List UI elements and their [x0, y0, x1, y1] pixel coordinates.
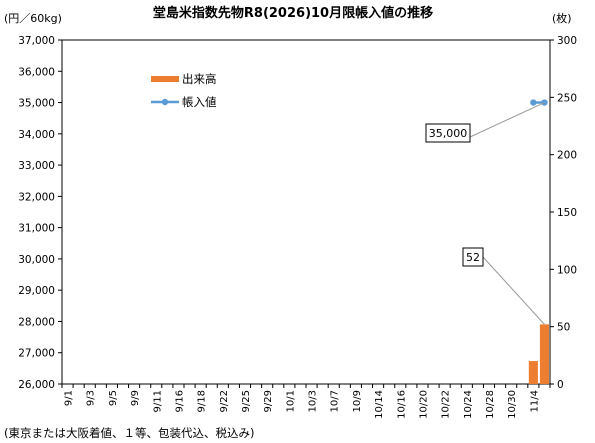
callouts: 35,000 52: [425, 102, 545, 325]
x-tick-label: 10/14: [374, 390, 385, 419]
volume-bar: [539, 324, 550, 384]
callout-label: 52: [466, 251, 480, 264]
legend-swatch-volume: [151, 76, 179, 82]
left-tick-label: 34,000: [18, 129, 55, 141]
left-tick-label: 28,000: [18, 316, 55, 328]
x-tick-label: 10/22: [441, 390, 452, 419]
x-tick-label: 9/1: [64, 390, 75, 406]
left-tick-label: 30,000: [18, 254, 55, 266]
x-tick-label: 10/28: [485, 390, 496, 419]
x-tick-label: 9/11: [152, 390, 163, 412]
x-tick-label: 9/5: [108, 390, 119, 406]
right-tick-label: 300: [557, 35, 577, 47]
left-tick-label: 32,000: [18, 191, 55, 203]
x-tick-label: 10/30: [507, 390, 518, 419]
x-tick-label: 9/18: [197, 390, 208, 412]
left-axis: 26,000 27,000 28,000 29,000 30,000 31,000 32,0…: [18, 35, 62, 391]
legend-marker-price: [161, 98, 169, 106]
right-tick-label: 100: [557, 264, 577, 276]
x-axis: 9/1 9/3 9/5 9/9 9/11 9/16 9/18 9/22 9/25 9/29 10/1…: [61, 384, 551, 419]
left-tick-label: 27,000: [18, 348, 55, 360]
price-marker: [530, 99, 537, 106]
right-axis-unit: (枚): [552, 11, 572, 25]
x-tick-label: 10/20: [418, 390, 429, 419]
callout-box: [425, 123, 471, 143]
volume-bars: [528, 324, 550, 384]
right-tick-label: 0: [557, 379, 564, 391]
x-tick-label: 10/3: [308, 390, 319, 412]
left-tick-label: 29,000: [18, 285, 55, 297]
x-tick-label: 10/9: [352, 390, 363, 412]
x-tick-label: 9/25: [241, 390, 252, 412]
right-axis: 0 50 100 150 200 250 300: [550, 35, 577, 391]
footnote: (東京または大阪着値、１等、包装代込、税込み): [4, 426, 254, 440]
right-tick-label: 50: [557, 322, 570, 334]
x-tick-label: 10/7: [330, 390, 341, 412]
left-axis-unit: (円／60kg): [4, 12, 62, 25]
x-tick-label: 9/22: [219, 390, 230, 412]
right-tick-label: 200: [557, 150, 577, 162]
left-tick-label: 33,000: [18, 160, 55, 172]
x-tick-label: 10/16: [396, 390, 407, 419]
x-tick-label: 9/29: [263, 390, 274, 412]
callout-label: 35,000: [429, 127, 468, 140]
left-tick-label: 26,000: [18, 379, 55, 391]
left-tick-label: 31,000: [18, 223, 55, 235]
callout-box: [462, 247, 484, 267]
volume-bar: [528, 361, 538, 384]
callout-leader: [482, 256, 545, 325]
right-tick-label: 250: [557, 92, 577, 104]
x-tick-label: 10/24: [463, 390, 474, 419]
plot-area-frame: [61, 39, 551, 385]
right-tick-label: 150: [557, 207, 577, 219]
callout-leader: [469, 102, 545, 138]
legend: 出来高 帳入値: [151, 72, 217, 109]
x-tick-label: 9/3: [86, 390, 97, 406]
chart-title: 堂島米指数先物R8(2026)10月限帳入値の推移: [153, 5, 433, 21]
legend-label-volume: 出来高: [182, 72, 217, 86]
left-tick-label: 36,000: [18, 66, 55, 78]
x-tick-label: 11/4: [529, 390, 540, 412]
left-tick-label: 35,000: [18, 98, 55, 110]
x-tick-label: 9/16: [174, 390, 185, 412]
legend-label-price: 帳入値: [182, 95, 217, 109]
x-tick-label: 10/1: [285, 390, 296, 412]
x-tick-label: 9/9: [130, 390, 141, 406]
left-tick-label: 37,000: [18, 35, 55, 47]
